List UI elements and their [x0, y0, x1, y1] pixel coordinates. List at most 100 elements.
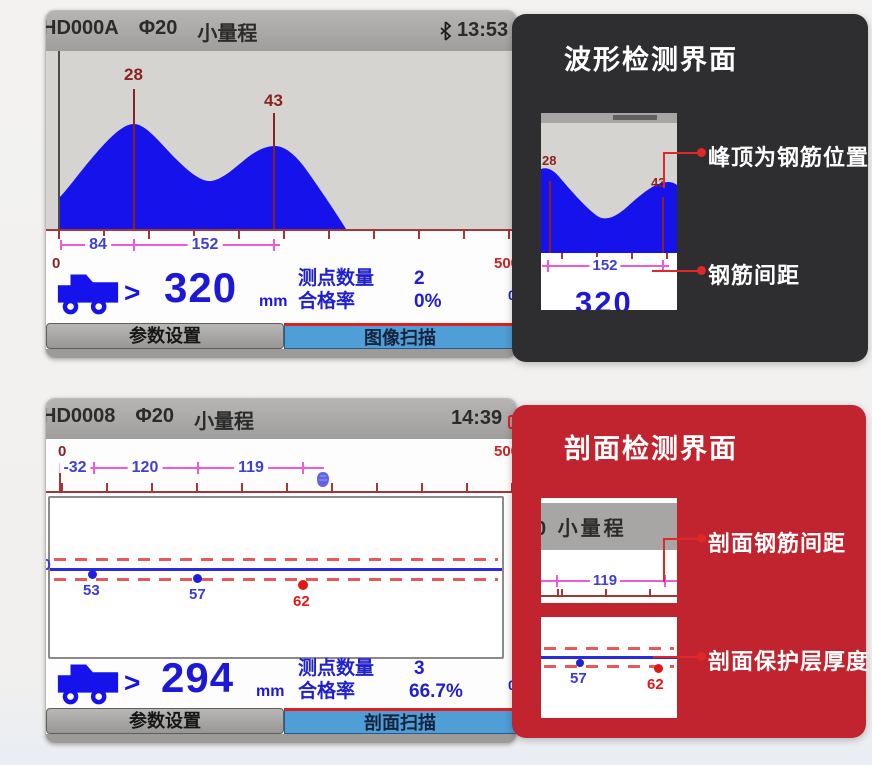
device-id: HD0008 [45, 404, 116, 427]
crop-peak-label-2: 43 [651, 175, 666, 190]
depth-scale-fragment: 0 [46, 557, 51, 575]
crop-depth-label: 62 [647, 676, 664, 693]
cover-limit-line-upper [54, 558, 498, 561]
callout2-dot [697, 652, 706, 661]
clock-time: 13:53 [457, 19, 509, 41]
spacing-value-2: 152 [187, 236, 223, 254]
crop-spacing-value: 152 [589, 257, 621, 274]
x-axis-line [46, 491, 516, 493]
waveform-device-screen: HD000A Φ20 小量程 13:53 28 4 [45, 10, 517, 359]
crop-reading-cut: 320 [575, 285, 633, 310]
trolley-icon [54, 659, 122, 705]
crop-spacing-value: 119 [589, 572, 621, 589]
trolley-icon [54, 269, 122, 315]
crop-waveform [541, 168, 677, 253]
stat-label-points: 测点数量 [298, 268, 375, 289]
stat-label-passrate: 合格率 [298, 291, 356, 312]
stat-value-passrate: 0% [414, 291, 442, 312]
scale-end-label: 500 [494, 443, 517, 460]
callout1-dot [697, 148, 706, 157]
callout1-line-v [663, 152, 665, 188]
signal-waveform [59, 124, 346, 229]
rebar-depth-label: 62 [293, 593, 310, 610]
x-axis-ticks [46, 231, 516, 239]
callout1-dot [697, 534, 706, 543]
x-axis-line [46, 229, 516, 231]
peak-depth-label-1: 28 [124, 65, 143, 84]
x-axis-ticks [46, 483, 516, 491]
annotation-cover-thickness: 剖面保护层厚度 [708, 649, 870, 674]
waveform-zoom-crop: 28 43 152 320 [541, 113, 677, 310]
profile-dim-3: 119 [234, 459, 268, 477]
battery-icon [508, 412, 516, 429]
peak-depth-label-2: 43 [264, 91, 283, 110]
right-scale-fragment: 0 [508, 677, 516, 693]
advance-chevron-icon: > [124, 277, 141, 308]
callout1-line-v [663, 538, 665, 582]
screen-bottom-bar [46, 734, 516, 743]
bluetooth-icon [439, 20, 452, 41]
rebar-diameter: Φ20 [138, 16, 178, 39]
spacing-reading-value: 320 [164, 264, 238, 311]
spacing-value-1: 84 [85, 236, 111, 254]
rebar-depth-label: 53 [83, 582, 100, 599]
y-axis-line [58, 51, 60, 229]
profile-dim-2: 120 [127, 459, 163, 477]
waveform-panel-title: 波形检测界面 [564, 45, 738, 75]
callout1-line-h [663, 152, 700, 154]
callout2-line-h [653, 656, 700, 658]
rebar-point-failed [298, 580, 308, 590]
callout1-line-h [663, 538, 700, 540]
scale-end-label: 500 [494, 255, 517, 272]
callout2-line-h [652, 270, 700, 272]
scale-start-label: 0 [52, 255, 61, 272]
rebar-point [88, 570, 97, 579]
callout2-dot [697, 266, 706, 275]
stat-value-points: 2 [414, 268, 425, 289]
cover-limit-line-lower [54, 578, 498, 581]
waveform-callout-panel: 波形检测界面 28 43 152 320 峰顶为钢筋位置 [512, 14, 868, 362]
crop-rebar-point [576, 659, 584, 667]
peak-marker-line-1 [133, 89, 135, 229]
screen-bottom-bar [46, 349, 516, 358]
tab-image-scan[interactable]: 图像扫描 [284, 323, 516, 349]
range-mode: 小量程 [194, 410, 255, 433]
profile-zoom-crop-cover: 57 62 [541, 617, 677, 718]
rebar-diameter: Φ20 [135, 404, 175, 427]
waveform-status-bar: HD000A Φ20 小量程 13:53 [46, 11, 516, 51]
rebar-point [193, 574, 202, 583]
annotation-peak-position: 峰顶为钢筋位置 [708, 145, 870, 170]
spacing-reading-unit: mm [259, 293, 288, 310]
peak-marker-line-2 [273, 113, 275, 229]
stat-label-points: 测点数量 [298, 658, 375, 679]
range-mode: 小量程 [197, 22, 258, 45]
tab-parameter-settings[interactable]: 参数设置 [46, 323, 284, 349]
crop-rebar-point-failed [654, 664, 663, 673]
stat-value-points: 3 [414, 658, 425, 679]
annotation-profile-spacing: 剖面钢筋间距 [708, 531, 847, 556]
scale-start-label: 0 [58, 443, 67, 460]
crop-header-remnant [613, 115, 657, 120]
spacing-reading-unit: mm [256, 683, 285, 700]
profile-dim-1: -32 [59, 459, 91, 477]
stat-value-passrate: 66.7% [409, 681, 463, 702]
profile-zoom-crop-spacing: 0 小量程 119 [541, 498, 677, 603]
profile-device-screen: HD0008 Φ20 小量程 14:39 0 500 -32 120 119 [45, 398, 517, 744]
device-id: HD000A [45, 16, 119, 39]
axis-left-tick [59, 473, 61, 491]
average-depth-line [50, 568, 502, 571]
rebar-depth-label: 57 [189, 586, 206, 603]
profile-panel-title: 剖面检测界面 [564, 434, 738, 464]
profile-view-box: 53 57 62 [48, 496, 504, 659]
tab-parameter-settings[interactable]: 参数设置 [46, 708, 284, 734]
clock-time: 14:39 [451, 407, 503, 429]
profile-status-bar: HD0008 Φ20 小量程 14:39 [46, 399, 516, 439]
crop-depth-label: 57 [570, 670, 587, 687]
waveform-plot-area: 28 43 [46, 51, 516, 229]
tab-profile-scan[interactable]: 剖面扫描 [284, 708, 516, 734]
profile-callout-panel: 剖面检测界面 0 小量程 119 剖面钢筋间距 57 62 [512, 405, 870, 738]
advance-chevron-icon: > [124, 667, 141, 698]
stat-label-passrate: 合格率 [298, 681, 356, 702]
crop-header-text: 0 小量程 [541, 518, 627, 540]
